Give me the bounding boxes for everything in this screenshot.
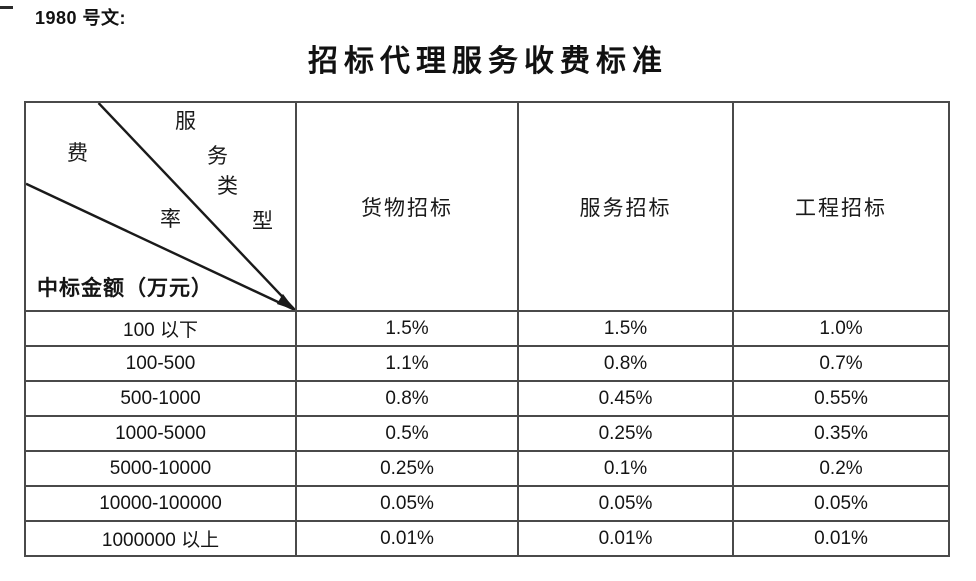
service-type-char: 类	[217, 174, 238, 198]
table-row: 5000-10000 0.25% 0.1% 0.2%	[24, 450, 950, 487]
column-header-works: 工程招标	[732, 101, 950, 312]
table-header-row: 服 务 类 型 费 率 中标金额（万元） 货物招标 服务招标 工程招标	[24, 101, 950, 312]
amount-range-cell: 100 以下	[24, 310, 297, 347]
works-rate-cell: 0.01%	[732, 520, 950, 557]
amount-range-cell: 10000-100000	[24, 485, 297, 522]
services-rate-cell: 0.1%	[517, 450, 734, 487]
page-title: 招标代理服务收费标准	[308, 45, 668, 78]
amount-range-cell: 500-1000	[24, 380, 297, 417]
works-rate-cell: 0.2%	[732, 450, 950, 487]
doc-number-label: 1980 号文:	[35, 8, 127, 28]
goods-rate-cell: 0.5%	[295, 415, 519, 452]
services-rate-cell: 0.05%	[517, 485, 734, 522]
table-row: 100 以下 1.5% 1.5% 1.0%	[24, 310, 950, 347]
services-rate-cell: 0.01%	[517, 520, 734, 557]
fee-rate-table: 服 务 类 型 费 率 中标金额（万元） 货物招标 服务招标 工程招标 100 …	[24, 101, 950, 557]
table-row: 1000000 以上 0.01% 0.01% 0.01%	[24, 520, 950, 557]
works-rate-cell: 0.7%	[732, 345, 950, 382]
goods-rate-cell: 0.01%	[295, 520, 519, 557]
services-rate-cell: 0.45%	[517, 380, 734, 417]
works-rate-cell: 0.55%	[732, 380, 950, 417]
screen-edge-artifact	[0, 6, 13, 9]
table-row: 500-1000 0.8% 0.45% 0.55%	[24, 380, 950, 417]
table-row: 1000-5000 0.5% 0.25% 0.35%	[24, 415, 950, 452]
amount-range-cell: 1000000 以上	[24, 520, 297, 557]
amount-range-cell: 1000-5000	[24, 415, 297, 452]
service-type-char: 服	[175, 109, 196, 133]
works-rate-cell: 0.05%	[732, 485, 950, 522]
fee-rate-char: 率	[160, 207, 181, 231]
diagonal-split-lines	[27, 104, 294, 309]
column-header-goods: 货物招标	[295, 101, 519, 312]
arrowhead-icon	[276, 293, 294, 309]
services-rate-cell: 0.8%	[517, 345, 734, 382]
corner-header-cell: 服 务 类 型 费 率 中标金额（万元）	[24, 101, 297, 312]
goods-rate-cell: 1.1%	[295, 345, 519, 382]
goods-rate-cell: 0.25%	[295, 450, 519, 487]
table-row: 10000-100000 0.05% 0.05% 0.05%	[24, 485, 950, 522]
goods-rate-cell: 0.05%	[295, 485, 519, 522]
amount-range-cell: 100-500	[24, 345, 297, 382]
service-type-char: 务	[207, 144, 228, 168]
column-header-services: 服务招标	[517, 101, 734, 312]
services-rate-cell: 1.5%	[517, 310, 734, 347]
works-rate-cell: 0.35%	[732, 415, 950, 452]
goods-rate-cell: 0.8%	[295, 380, 519, 417]
goods-rate-cell: 1.5%	[295, 310, 519, 347]
services-rate-cell: 0.25%	[517, 415, 734, 452]
amount-range-cell: 5000-10000	[24, 450, 297, 487]
works-rate-cell: 1.0%	[732, 310, 950, 347]
winning-amount-label: 中标金额（万元）	[37, 276, 213, 300]
fee-rate-char: 费	[67, 141, 88, 165]
table-row: 100-500 1.1% 0.8% 0.7%	[24, 345, 950, 382]
service-type-char: 型	[252, 209, 273, 233]
